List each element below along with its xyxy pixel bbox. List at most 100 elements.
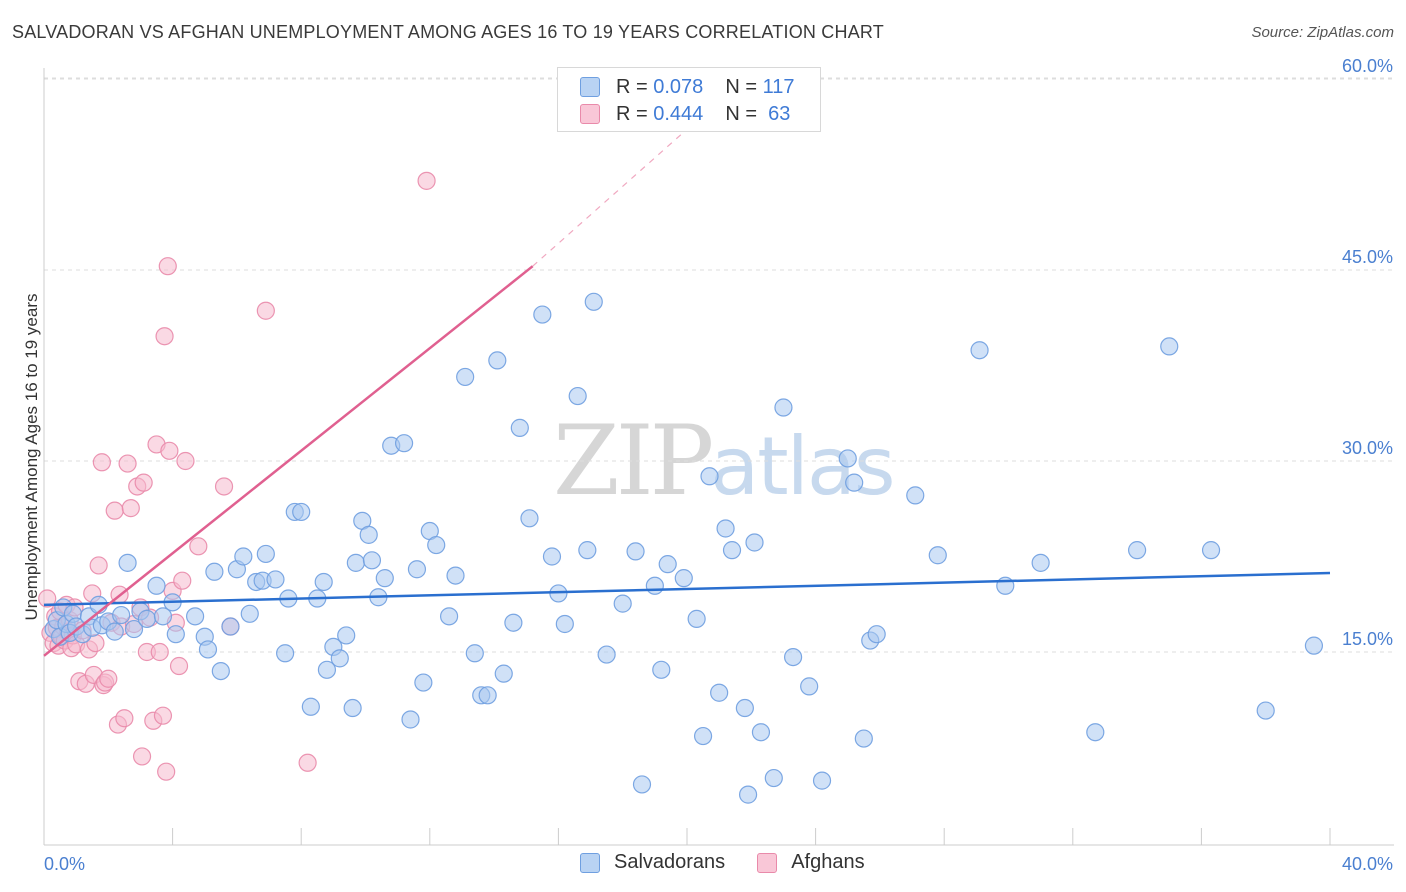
afghan-point (256, 301, 275, 320)
salvadoran-point (414, 673, 433, 692)
salvadoran-point (234, 547, 253, 566)
chart-title: SALVADORAN VS AFGHAN UNEMPLOYMENT AMONG … (12, 22, 884, 42)
salvadoran-point (266, 570, 285, 589)
salvadoran-point (105, 622, 124, 641)
salvadoran-point (301, 697, 320, 716)
source-label: Source: ZipAtlas.com (1251, 24, 1394, 41)
salvadoran-point (674, 569, 693, 588)
salvadoran-point (124, 619, 144, 639)
salvadoran-point (504, 613, 523, 632)
x-tick-label: 40.0% (1342, 854, 1393, 874)
salvadoran-point (256, 544, 275, 564)
axis-labels: 15.0% 30.0% 45.0% 60.0% 0.0% 40.0% Unemploymen… (22, 56, 1393, 874)
afghan-point (158, 257, 177, 276)
grid-lines (44, 77, 1394, 653)
salvadoran-point (687, 609, 706, 628)
salvadoran-point (568, 386, 587, 406)
salvadoran-point (578, 541, 597, 560)
salvadoran-point (153, 607, 173, 626)
afghan-point (118, 454, 137, 473)
correlation-legend: R = 0.078 N = 117 R = 0.444 N = 63 (557, 67, 821, 132)
salvadoran-point (738, 785, 758, 804)
afghan-point (189, 537, 208, 556)
trend-lines (43, 123, 1331, 657)
salvadoran-point (716, 519, 735, 538)
afghan-point (132, 747, 152, 766)
afghan-point (176, 451, 195, 471)
salvadoran-point (1127, 541, 1147, 560)
salvadoran-point (658, 555, 677, 574)
salvadoran-point (221, 617, 240, 636)
afghan-point (150, 642, 169, 662)
salvadoran-point (465, 644, 484, 663)
salvadoran-point (401, 710, 420, 729)
legend-r-value: 0.078 (653, 75, 704, 98)
salvadoran-point (186, 607, 205, 626)
salvadoran-point (166, 625, 185, 644)
salvadoran-point (240, 604, 259, 623)
series-legend-afghans[interactable]: Afghans (757, 851, 865, 874)
legend-n-value: 63 (768, 102, 791, 125)
salvadoran-point (645, 576, 664, 595)
afghan-point (115, 709, 134, 728)
salvadoran-point (613, 594, 632, 613)
legend-row-salvadorans: R = 0.078 N = 117 (580, 74, 794, 100)
legend-r-label: R = (616, 75, 648, 98)
salvadoran-point (147, 576, 166, 595)
salvadoran-point (783, 647, 803, 667)
salvadoran-point (1086, 723, 1105, 742)
salvadoran-point (446, 566, 465, 585)
legend-n-label: N = (725, 75, 757, 98)
salvadoran-point (330, 649, 349, 668)
series-name-afghans: Afghans (791, 851, 865, 873)
salvadoran-point (292, 502, 311, 522)
salvadoran-point (488, 351, 507, 370)
series-legend-salvadorans[interactable]: Salvadorans (580, 851, 725, 874)
salvadoran-point (1160, 337, 1179, 356)
afghan-point (417, 171, 436, 190)
salvadoran-point (359, 525, 378, 544)
salvadoran-point (735, 698, 754, 718)
salvadoran-point (533, 305, 552, 324)
salvadoran-point (722, 541, 742, 560)
salvadoran-point (800, 677, 819, 696)
afghan-trend-line (43, 265, 534, 657)
salvadoran-point (632, 775, 652, 794)
salvadoran-point (198, 640, 218, 659)
salvadoran-point (1031, 553, 1050, 572)
salvadoran-point (439, 607, 459, 626)
salvadoran-point (407, 560, 427, 579)
y-tick-label: 15.0% (1342, 629, 1393, 649)
legend-row-afghans: R = 0.444 N = 63 (580, 101, 790, 127)
legend-swatch-afghans (580, 104, 600, 124)
salvadoran-point (211, 661, 230, 681)
series-swatch-salvadorans (580, 852, 600, 873)
salvadoran-point (751, 723, 771, 742)
afghan-point (157, 762, 176, 781)
salvadoran-point (337, 626, 356, 645)
afghan-point (173, 571, 192, 590)
legend-n-value: 117 (762, 75, 795, 98)
salvadoran-point (542, 547, 562, 566)
afghan-point (134, 473, 153, 492)
salvadoran-point (394, 434, 414, 453)
legend-n-label: N = (725, 102, 757, 125)
salvadoran-trend-line (43, 571, 1331, 607)
afghan-point (298, 753, 317, 772)
afghan-point (169, 656, 189, 676)
afghan-point (89, 556, 108, 575)
afghan-point (160, 441, 179, 460)
legend-swatch-salvadorans (580, 77, 600, 97)
salvadoran-point (314, 572, 333, 592)
salvadoran-points (44, 292, 1324, 804)
salvadoran-point (854, 729, 873, 748)
watermark-atlas: atlas (710, 420, 895, 513)
series-legend: Salvadorans Afghans (580, 851, 897, 874)
salvadoran-point (584, 292, 603, 311)
salvadoran-point (276, 644, 295, 663)
salvadoran-point (652, 660, 671, 679)
salvadoran-point (456, 367, 475, 387)
salvadoran-point (745, 533, 764, 552)
series-swatch-afghans (757, 852, 778, 873)
